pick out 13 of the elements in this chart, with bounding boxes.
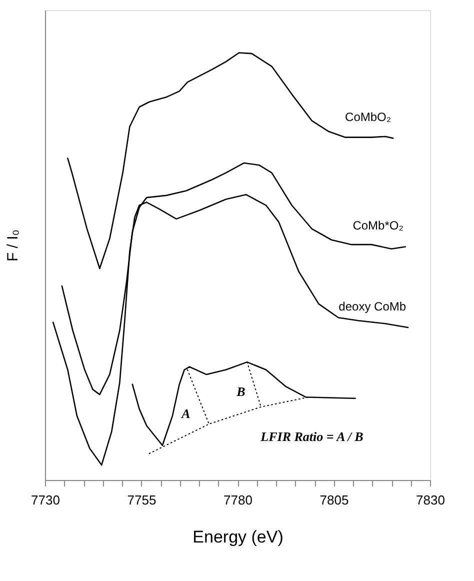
y-axis-title: F / I₀: [4, 229, 22, 262]
annotation: LFIR Ratio = A / B: [260, 429, 364, 444]
x-tick-label: 7805: [320, 492, 349, 508]
x-tick-label: 7730: [31, 492, 60, 508]
x-axis-title: Energy (eV): [192, 528, 284, 546]
series-label: CoMbO₂: [345, 110, 392, 124]
x-tick-label: 7830: [416, 492, 445, 508]
series-label: deoxy CoMb: [338, 299, 406, 314]
x-tick-label: 7780: [224, 492, 252, 508]
annotation: B: [236, 384, 246, 399]
annotation: A: [180, 406, 191, 421]
series-label: CoMb*O₂: [352, 218, 404, 233]
x-tick-label: 7755: [127, 492, 156, 508]
